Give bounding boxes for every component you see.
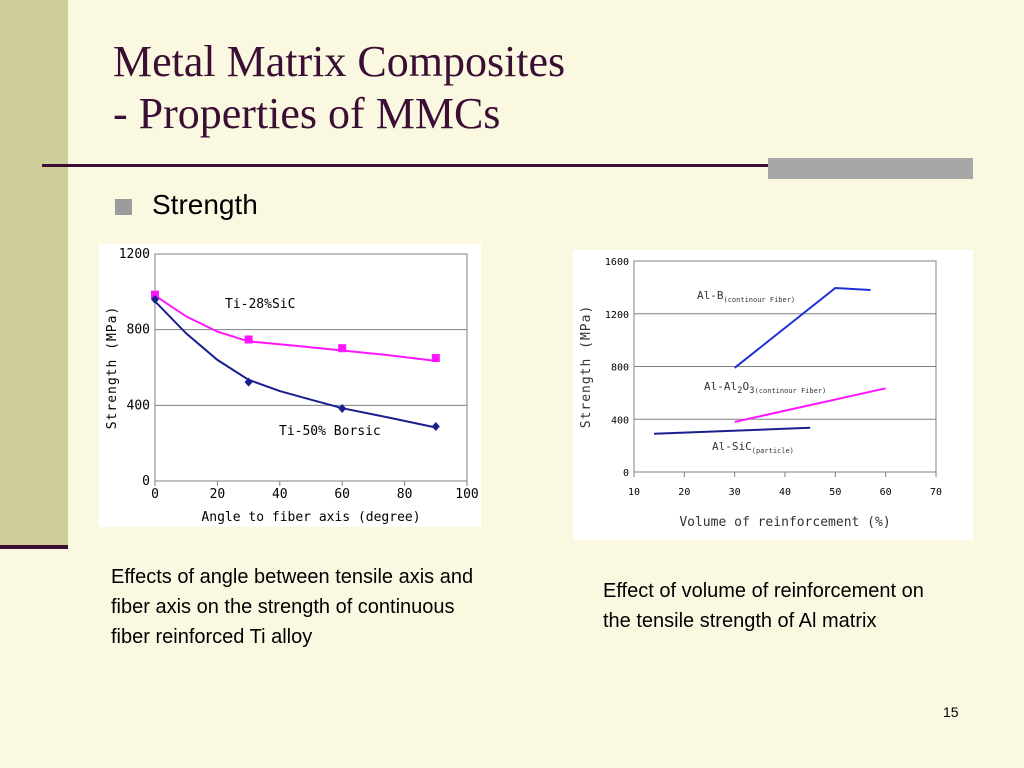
series-label-part-0: Al-Al xyxy=(704,380,737,393)
series-label-part-3: 3 xyxy=(749,386,754,396)
page-number: 15 xyxy=(943,704,959,720)
series-label-al-al2o3: Al-Al2O3(continour Fiber) xyxy=(704,380,826,396)
caption-right: Effect of volume of reinforcement on the… xyxy=(603,580,924,632)
x-tick-label-70: 70 xyxy=(930,487,942,498)
data-point-ti-28-sic-1 xyxy=(244,335,253,344)
x-tick-label-80: 80 xyxy=(397,487,413,502)
chart-left-svg: 0 400 800 1200 0 20 40 60 80 100 Angle to fiber ax… xyxy=(99,244,481,527)
x-tick-label-100: 100 xyxy=(455,487,478,502)
data-point-ti-50-borsic-0 xyxy=(151,294,159,304)
y-tick-label-800: 800 xyxy=(611,363,629,374)
series-line-ti-28-sic xyxy=(154,294,436,362)
y-tick-label-1600: 1600 xyxy=(605,257,629,268)
y-tick-label-1200: 1200 xyxy=(119,247,150,262)
chart-right-svg: 0 400 800 1200 1600 10 20 30 40 50 60 70 Volume of r… xyxy=(573,250,973,540)
y-axis-label: Strength (MPa) xyxy=(579,305,594,429)
x-tick-label-60: 60 xyxy=(880,487,892,498)
series-label-subscript: (continour Fiber) xyxy=(755,387,827,395)
y-tick-label-0: 0 xyxy=(142,474,150,489)
x-tick-label-50: 50 xyxy=(829,487,841,498)
slide-title-line-2: - Properties of MMCs xyxy=(113,89,501,138)
series-label-subscript: (continour Fiber) xyxy=(724,296,796,304)
y-tick-label-400: 400 xyxy=(127,398,150,413)
x-tick-label-0: 0 xyxy=(151,487,159,502)
y-axis-label: Strength (MPa) xyxy=(105,306,120,430)
data-point-ti-50-borsic-3 xyxy=(431,422,440,432)
data-point-ti-28-sic-2 xyxy=(338,344,347,353)
plot-area-border xyxy=(633,260,937,473)
series-label-al-sic: Al-SiC(particle) xyxy=(712,440,794,455)
square-bullet-icon xyxy=(115,199,132,215)
x-axis-label: Angle to fiber axis (degree) xyxy=(201,510,420,525)
bullet-text-strength: Strength xyxy=(152,189,258,220)
series-label-subscript: (particle) xyxy=(752,447,794,455)
chart-angle-vs-strength: 0 400 800 1200 0 20 40 60 80 100 Angle to fiber ax… xyxy=(99,244,481,527)
x-tick-label-20: 20 xyxy=(210,487,226,502)
x-tick-label-20: 20 xyxy=(678,487,690,498)
x-tick-label-40: 40 xyxy=(272,487,288,502)
sidebar-divider xyxy=(0,545,68,549)
title-accent-bar xyxy=(768,158,973,179)
series-label-ti-28-sic: Ti-28%SiC xyxy=(225,297,295,312)
series-label-part-2: O xyxy=(743,380,750,393)
caption-left: Effects of angle between tensile axis an… xyxy=(111,566,474,648)
sidebar-decoration xyxy=(0,0,68,548)
data-point-ti-50-borsic-1 xyxy=(244,377,253,387)
title-underline xyxy=(42,164,973,167)
series-line-ti-50-borsic xyxy=(154,300,437,429)
series-line-al-sic xyxy=(654,426,811,435)
data-point-ti-50-borsic-2 xyxy=(338,404,347,414)
series-label-ti-50-borsic: Ti-50% Borsic xyxy=(279,424,381,439)
series-label-name: Al-SiC xyxy=(712,440,752,453)
slide-title: Metal Matrix Composites - Properties of … xyxy=(113,36,565,140)
series-label-al-b: Al-B(continour Fiber) xyxy=(697,289,795,304)
x-tick-label-40: 40 xyxy=(779,487,791,498)
series-label-part-1: 2 xyxy=(737,386,742,396)
x-tick-label-30: 30 xyxy=(729,487,741,498)
x-tick-label-10: 10 xyxy=(628,487,640,498)
y-tick-label-400: 400 xyxy=(611,415,629,426)
chart-background xyxy=(99,244,481,527)
plot-area-border xyxy=(154,253,468,482)
x-tick-label-60: 60 xyxy=(334,487,350,502)
series-line-al-b xyxy=(734,286,871,369)
chart-background xyxy=(573,250,973,540)
series-line-al-al2o3 xyxy=(734,387,886,423)
y-tick-label-800: 800 xyxy=(127,323,150,338)
x-axis-label: Volume of reinforcement (%) xyxy=(679,515,890,530)
data-point-ti-28-sic-3 xyxy=(431,354,440,363)
slide-title-line-1: Metal Matrix Composites xyxy=(113,37,566,86)
y-tick-label-0: 0 xyxy=(623,468,629,479)
chart-volume-vs-strength: 0 400 800 1200 1600 10 20 30 40 50 60 70 Volume of r… xyxy=(573,250,973,540)
y-tick-label-1200: 1200 xyxy=(605,310,629,321)
data-point-ti-28-sic-0 xyxy=(151,290,159,299)
series-label-name: Al-B xyxy=(697,289,724,302)
